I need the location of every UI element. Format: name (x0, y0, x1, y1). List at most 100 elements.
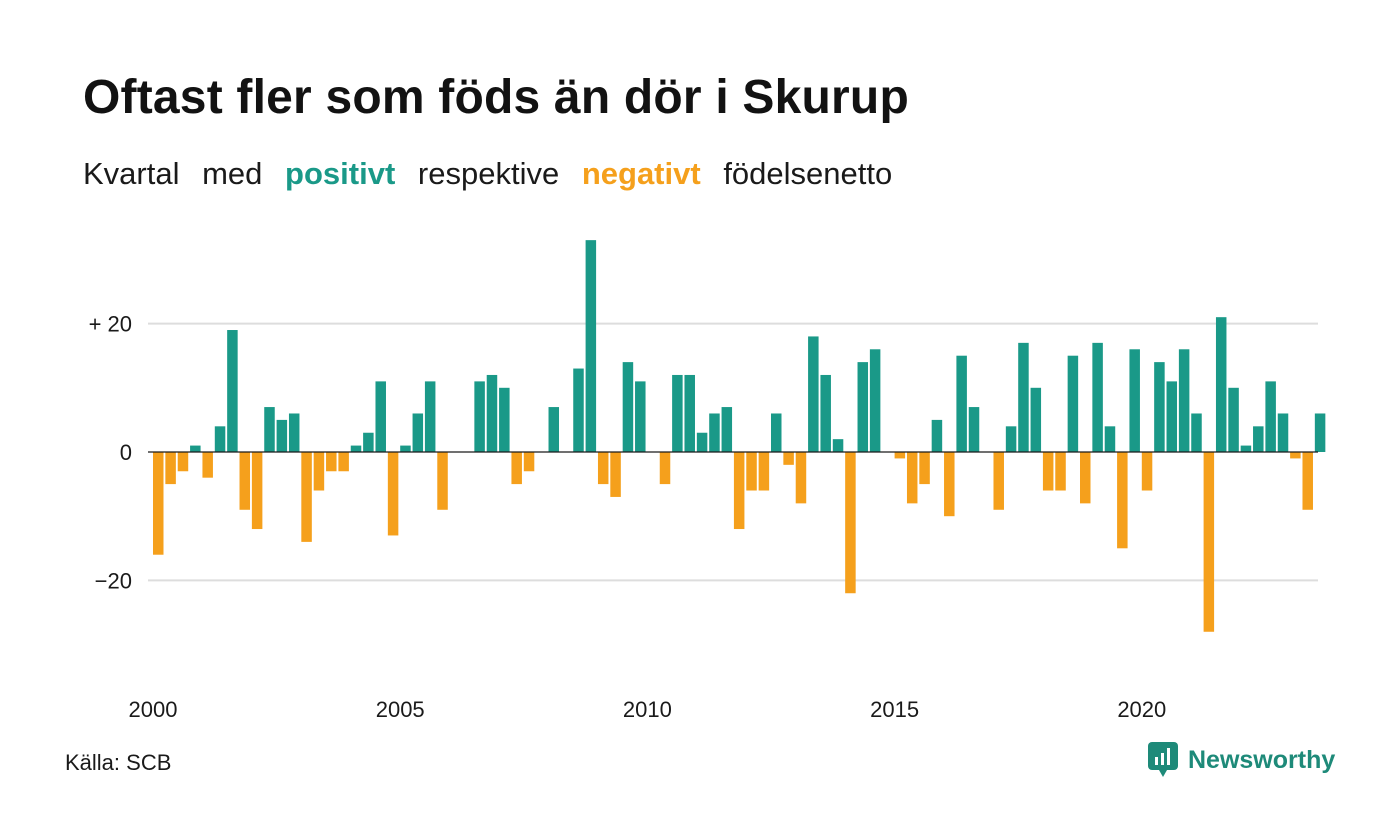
subtitle-word: Kvartal (83, 156, 180, 191)
subtitle-negative: negativt (581, 156, 701, 191)
bar (1154, 362, 1165, 452)
bar (659, 452, 671, 485)
bar (486, 374, 498, 452)
bar (894, 452, 906, 459)
bar (721, 407, 733, 452)
source-note: Källa: SCB (65, 750, 172, 775)
bar (251, 452, 263, 530)
bar (1092, 342, 1103, 452)
bar (1277, 413, 1289, 452)
bar (424, 381, 436, 452)
bar (746, 452, 757, 491)
bar (511, 452, 522, 485)
bar (288, 413, 300, 452)
bar (597, 452, 609, 485)
bar (1253, 426, 1264, 452)
bar (622, 362, 634, 452)
bar (400, 445, 411, 452)
brand-logo: Newsworthy (1148, 742, 1335, 778)
bar (919, 452, 930, 485)
x-tick-label: 2000 (129, 697, 178, 722)
subtitle-word: med (202, 156, 263, 191)
bar (832, 439, 844, 452)
bar (412, 413, 424, 452)
bar (610, 452, 621, 497)
bar (684, 374, 695, 452)
bar (1290, 452, 1301, 459)
bar (968, 407, 980, 452)
bar (1166, 381, 1178, 452)
bar (1178, 349, 1190, 452)
bar (1302, 452, 1313, 510)
bar (1215, 317, 1227, 452)
bar (1203, 452, 1215, 632)
bar (931, 419, 943, 452)
bar (165, 452, 176, 485)
bar (635, 381, 646, 452)
bar (214, 426, 226, 452)
x-tick-label: 2005 (376, 697, 425, 722)
bar (1129, 349, 1140, 452)
bar (857, 362, 869, 452)
bar (733, 452, 745, 530)
bar (177, 452, 189, 472)
bar (906, 452, 918, 504)
bar (944, 452, 955, 517)
y-tick-label: −20 (95, 568, 132, 593)
bar (771, 413, 782, 452)
bar (795, 452, 807, 504)
bar (1314, 413, 1326, 452)
bar (1005, 426, 1017, 452)
y-tick-label: 0 (120, 440, 132, 465)
bar (264, 407, 275, 452)
bar (783, 452, 794, 465)
bar (758, 452, 770, 491)
bar (573, 368, 584, 452)
bar (276, 419, 288, 452)
brand-name: Newsworthy (1188, 745, 1336, 774)
bar (153, 452, 164, 555)
subtitle-word: födelsenetto (723, 156, 893, 191)
bar (869, 349, 881, 452)
x-tick-label: 2020 (1117, 697, 1166, 722)
bar (1265, 381, 1276, 452)
bar (585, 240, 597, 452)
bar (1055, 452, 1066, 491)
bar (696, 432, 708, 452)
bar (993, 452, 1004, 510)
bar (313, 452, 325, 491)
bar (1141, 452, 1153, 491)
bar (1240, 445, 1252, 452)
bar (1080, 452, 1091, 504)
bar (350, 445, 362, 452)
y-tick-label: + 20 (89, 312, 132, 337)
bar-chart: + 20 0 −20 2000 2005 2010 2015 2020 (89, 240, 1326, 722)
bar (1018, 342, 1029, 452)
bar (499, 387, 510, 452)
bar (523, 452, 535, 472)
bar (808, 336, 819, 452)
chart-subtitle: Kvartal med positivt respektive negativt… (83, 156, 906, 192)
bar (1117, 452, 1128, 549)
bar (190, 445, 201, 452)
bar (239, 452, 251, 510)
bar (1104, 426, 1116, 452)
subtitle-word: respektive (417, 156, 560, 191)
newsworthy-logo-icon (1148, 742, 1178, 777)
bar (845, 452, 856, 594)
bar (709, 413, 720, 452)
bar (227, 330, 238, 452)
bar (338, 452, 349, 472)
bar (1067, 355, 1079, 452)
bar (548, 407, 560, 452)
bar (1030, 387, 1042, 452)
bar (1191, 413, 1202, 452)
bar (672, 374, 683, 452)
bar (387, 452, 399, 536)
bar (1042, 452, 1054, 491)
bar (1228, 387, 1239, 452)
bar (363, 432, 374, 452)
bar (202, 452, 213, 478)
x-tick-label: 2010 (623, 697, 672, 722)
bar (301, 452, 312, 542)
